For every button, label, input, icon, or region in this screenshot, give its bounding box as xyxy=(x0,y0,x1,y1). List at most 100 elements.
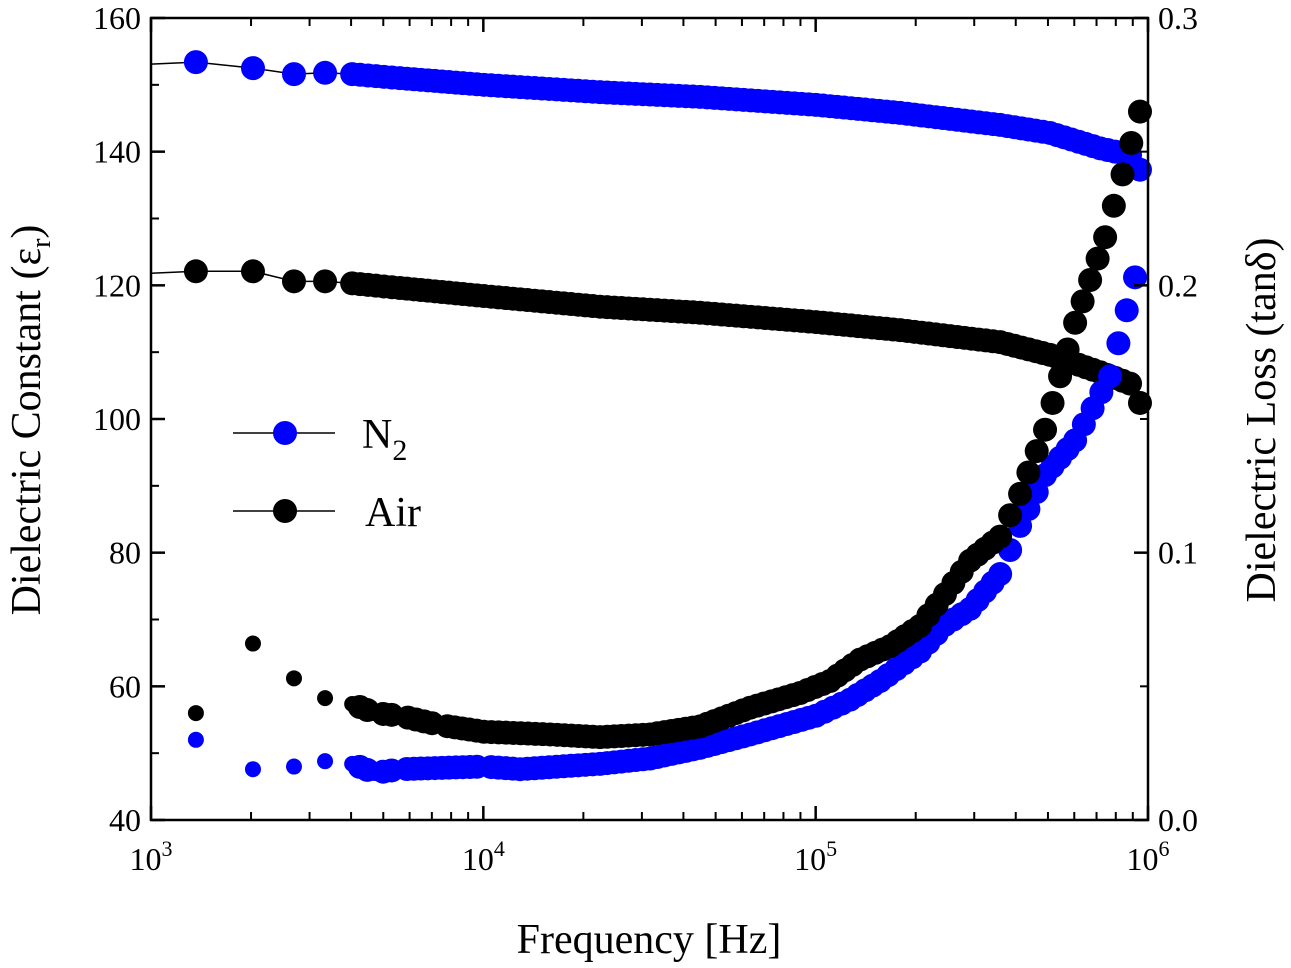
data-point xyxy=(848,647,873,672)
data-point xyxy=(638,722,663,747)
data-point xyxy=(738,722,763,747)
data-point xyxy=(587,80,612,105)
data-point xyxy=(788,681,813,706)
data-point xyxy=(1088,136,1113,161)
data-point xyxy=(313,269,338,294)
marker-fill xyxy=(1078,267,1103,292)
data-point xyxy=(432,717,449,734)
data-point xyxy=(587,725,612,750)
data-point xyxy=(244,761,261,778)
data-point xyxy=(344,755,361,772)
marker-fill xyxy=(1110,162,1135,187)
marker-fill xyxy=(1106,331,1131,356)
plot-frame xyxy=(149,16,1150,822)
y-axis-left-label: Dielectric Constant (εr) xyxy=(4,225,57,616)
marker-fill xyxy=(1055,337,1080,362)
marker-fill xyxy=(1016,460,1041,485)
data-point xyxy=(988,330,1013,355)
data-point xyxy=(878,634,903,659)
plot-marks xyxy=(150,50,1152,784)
x-tick-label: 103 xyxy=(130,836,173,877)
marker-fill xyxy=(998,503,1023,528)
series-3 xyxy=(187,99,1152,750)
marker-fill xyxy=(1024,439,1049,464)
data-point xyxy=(988,112,1013,137)
data-point xyxy=(988,524,1013,549)
y-right-tick-label: 0.3 xyxy=(1158,0,1198,36)
data-point xyxy=(958,596,983,621)
data-point xyxy=(868,668,893,693)
data-point xyxy=(508,757,533,782)
data-point xyxy=(187,705,204,722)
data-point xyxy=(932,582,957,607)
legend-label-air: Air xyxy=(365,490,421,536)
data-point xyxy=(738,695,763,720)
data-point xyxy=(387,66,412,91)
data-point xyxy=(688,84,713,109)
data-point xyxy=(366,764,383,781)
data-point xyxy=(818,668,843,693)
data-point xyxy=(803,92,828,117)
data-point xyxy=(587,751,612,776)
data-point xyxy=(1063,428,1088,453)
y-left-tick-label: 60 xyxy=(109,668,141,704)
marker-fill xyxy=(1040,390,1065,415)
y-left-tick-label: 100 xyxy=(93,401,141,437)
y-left-tick-label: 160 xyxy=(93,0,141,36)
data-point xyxy=(1123,265,1148,290)
marker-fill xyxy=(1114,298,1139,323)
y-left-tick-label: 80 xyxy=(109,535,141,571)
data-point xyxy=(1127,390,1152,415)
x-tick-label: 104 xyxy=(462,836,505,877)
data-point xyxy=(958,548,983,573)
data-point xyxy=(1033,417,1058,442)
data-point xyxy=(244,635,261,652)
data-point xyxy=(317,690,334,707)
data-point xyxy=(688,714,713,739)
data-point xyxy=(313,60,338,85)
data-point xyxy=(1037,120,1062,145)
data-point xyxy=(183,50,208,75)
data-point xyxy=(803,310,828,335)
data-point xyxy=(888,318,913,343)
data-point xyxy=(183,259,208,284)
y-left-tick-label: 120 xyxy=(93,267,141,303)
y-left-tick-label: 140 xyxy=(93,134,141,170)
data-point xyxy=(240,56,265,81)
x-axis-label: Frequency [Hz] xyxy=(517,917,782,963)
data-point xyxy=(471,284,496,309)
data-point xyxy=(285,758,302,775)
data-point xyxy=(281,62,306,87)
data-point xyxy=(908,613,933,638)
data-point xyxy=(391,761,408,778)
marker-fill xyxy=(1048,364,1073,389)
data-point xyxy=(187,731,204,748)
data-point xyxy=(1093,225,1118,250)
data-point xyxy=(538,722,563,747)
legend-marker-air xyxy=(273,499,297,523)
data-point xyxy=(340,62,365,87)
legend: N2 Air xyxy=(233,412,421,536)
y-axis-right-label: Dielectric Loss (tanδ) xyxy=(1239,238,1285,603)
data-point xyxy=(908,639,933,664)
data-point xyxy=(391,707,408,724)
data-point xyxy=(344,695,361,712)
y-right-tick-label: 0.2 xyxy=(1158,267,1198,303)
x-tick-label: 105 xyxy=(794,836,837,877)
data-point xyxy=(285,670,302,687)
data-point xyxy=(838,687,863,712)
legend-marker-n2 xyxy=(273,421,297,445)
data-point xyxy=(688,300,713,325)
data-point xyxy=(803,703,828,728)
series-0 xyxy=(150,50,1152,182)
data-point xyxy=(1127,99,1152,124)
x-tick-label: 106 xyxy=(1127,836,1170,877)
data-point xyxy=(475,758,492,775)
y-left-tick-label: 40 xyxy=(109,802,141,838)
data-point xyxy=(888,100,913,125)
data-point xyxy=(471,72,496,97)
data-point xyxy=(471,719,496,744)
data-point xyxy=(1098,364,1123,389)
data-point xyxy=(1118,371,1143,396)
